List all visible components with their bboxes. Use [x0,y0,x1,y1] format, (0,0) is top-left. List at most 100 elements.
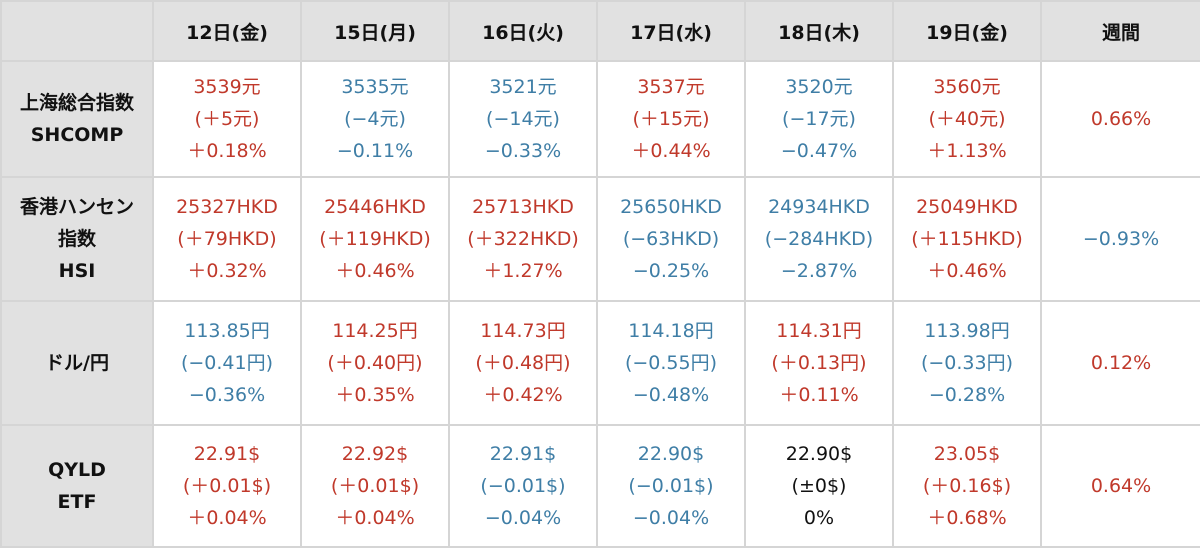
row-label-line: 上海総合指数 [19,92,134,114]
percent-change: ＋0.44% [631,140,711,162]
day-cell: 114.73円 (＋0.48円) ＋0.42% [448,300,598,426]
change-value: (＋0.01$) [330,475,420,497]
row-label: QYLD ETF [0,424,154,548]
price-value: 25446HKD [324,196,426,218]
change-value: (＋0.48円) [475,352,571,374]
day-cell: 114.31円 (＋0.13円) ＋0.11% [744,300,894,426]
change-value: (＋322HKD) [467,228,579,250]
day-cell: 3521元 (−14元) −0.33% [448,60,598,178]
percent-change: ＋0.32% [187,260,267,282]
header-day: 18日(木) [744,0,894,62]
row-label-line: 香港ハンセン [19,196,134,218]
table-row: 香港ハンセン 指数 HSI 25327HKD (＋79HKD) ＋0.32% 25446HK… [0,176,1200,302]
price-value: 3535元 [341,76,409,98]
day-cell: 24934HKD (−284HKD) −2.87% [744,176,894,302]
weekly-change: 0.12% [1040,300,1200,426]
percent-change: ＋0.46% [335,260,415,282]
day-cell: 22.90$ (−0.01$) −0.04% [596,424,746,548]
percent-change: ＋0.42% [483,384,563,406]
change-value: (−0.41円) [180,352,274,374]
change-value: (−0.33円) [920,352,1014,374]
price-value: 114.25円 [332,320,418,342]
change-value: (＋15元) [632,108,710,130]
percent-change: ＋0.46% [927,260,1007,282]
row-label-line: SHCOMP [30,124,124,146]
change-value: (＋0.40円) [327,352,423,374]
percent-change: ＋0.68% [927,507,1007,529]
change-value: (−0.01$) [480,475,566,497]
percent-change: ＋0.18% [187,140,267,162]
header-day: 16日(火) [448,0,598,62]
row-label-line: 指数 [57,228,96,250]
change-value: (−284HKD) [764,228,874,250]
percent-change: 0% [803,507,835,529]
weekly-change: 0.66% [1040,60,1200,178]
percent-change: −0.04% [632,507,710,529]
price-value: 3521元 [489,76,557,98]
percent-change: ＋0.35% [335,384,415,406]
day-cell: 25049HKD (＋115HKD) ＋0.46% [892,176,1042,302]
table-row: ドル/円 113.85円 (−0.41円) −0.36% 114.25円 (＋0.40円)… [0,300,1200,426]
row-label: 上海総合指数 SHCOMP [0,60,154,178]
row-label: 香港ハンセン 指数 HSI [0,176,154,302]
percent-change: ＋0.11% [779,384,859,406]
percent-change: −0.47% [780,140,858,162]
price-value: 3537元 [637,76,705,98]
day-cell: 3537元 (＋15元) ＋0.44% [596,60,746,178]
percent-change: −0.48% [632,384,710,406]
header-day: 12日(金) [152,0,302,62]
header-day: 15日(月) [300,0,450,62]
row-label-line: HSI [58,260,96,282]
row-label: ドル/円 [0,300,154,426]
day-cell: 25650HKD (−63HKD) −0.25% [596,176,746,302]
header-day: 17日(水) [596,0,746,62]
change-value: (±0$) [791,475,847,497]
price-value: 22.90$ [637,443,705,465]
percent-change: −0.36% [188,384,266,406]
change-value: (＋79HKD) [177,228,277,250]
day-cell: 3520元 (−17元) −0.47% [744,60,894,178]
row-label-line: ETF [57,491,97,513]
percent-change: −0.04% [484,507,562,529]
percent-change: −0.25% [632,260,710,282]
price-value: 113.98円 [924,320,1010,342]
day-cell: 22.91$ (−0.01$) −0.04% [448,424,598,548]
price-value: 22.91$ [489,443,557,465]
weekly-change: −0.93% [1040,176,1200,302]
table-row: QYLD ETF 22.91$ (＋0.01$) ＋0.04% 22.92$ (＋0.01$… [0,424,1200,548]
change-value: (＋40元) [928,108,1006,130]
day-cell: 113.85円 (−0.41円) −0.36% [152,300,302,426]
percent-change: ＋0.04% [335,507,415,529]
percent-change: ＋0.04% [187,507,267,529]
price-value: 113.85円 [184,320,270,342]
percent-change: ＋1.13% [927,140,1007,162]
change-value: (−4元) [344,108,406,130]
change-value: (＋119HKD) [319,228,431,250]
change-value: (＋115HKD) [911,228,1023,250]
price-value: 25049HKD [916,196,1018,218]
day-cell: 25327HKD (＋79HKD) ＋0.32% [152,176,302,302]
row-label-line: ドル/円 [45,352,109,374]
percent-change: −2.87% [780,260,858,282]
change-value: (＋5元) [194,108,260,130]
price-value: 22.91$ [193,443,261,465]
price-value: 25327HKD [176,196,278,218]
header-row: 12日(金) 15日(月) 16日(火) 17日(水) 18日(木) 19日(金… [0,0,1200,62]
change-value: (−0.55円) [624,352,718,374]
day-cell: 3539元 (＋5元) ＋0.18% [152,60,302,178]
change-value: (−14元) [486,108,560,130]
day-cell: 3535元 (−4元) −0.11% [300,60,450,178]
price-value: 114.73円 [480,320,566,342]
price-value: 23.05$ [933,443,1001,465]
price-value: 25713HKD [472,196,574,218]
change-value: (−63HKD) [622,228,720,250]
percent-change: −0.28% [928,384,1006,406]
price-value: 114.18円 [628,320,714,342]
day-cell: 23.05$ (＋0.16$) ＋0.68% [892,424,1042,548]
change-value: (＋0.01$) [182,475,272,497]
day-cell: 113.98円 (−0.33円) −0.28% [892,300,1042,426]
table-row: 上海総合指数 SHCOMP 3539元 (＋5元) ＋0.18% 3535元 (−4元) −0… [0,60,1200,178]
header-weekly: 週間 [1040,0,1200,62]
price-value: 25650HKD [620,196,722,218]
